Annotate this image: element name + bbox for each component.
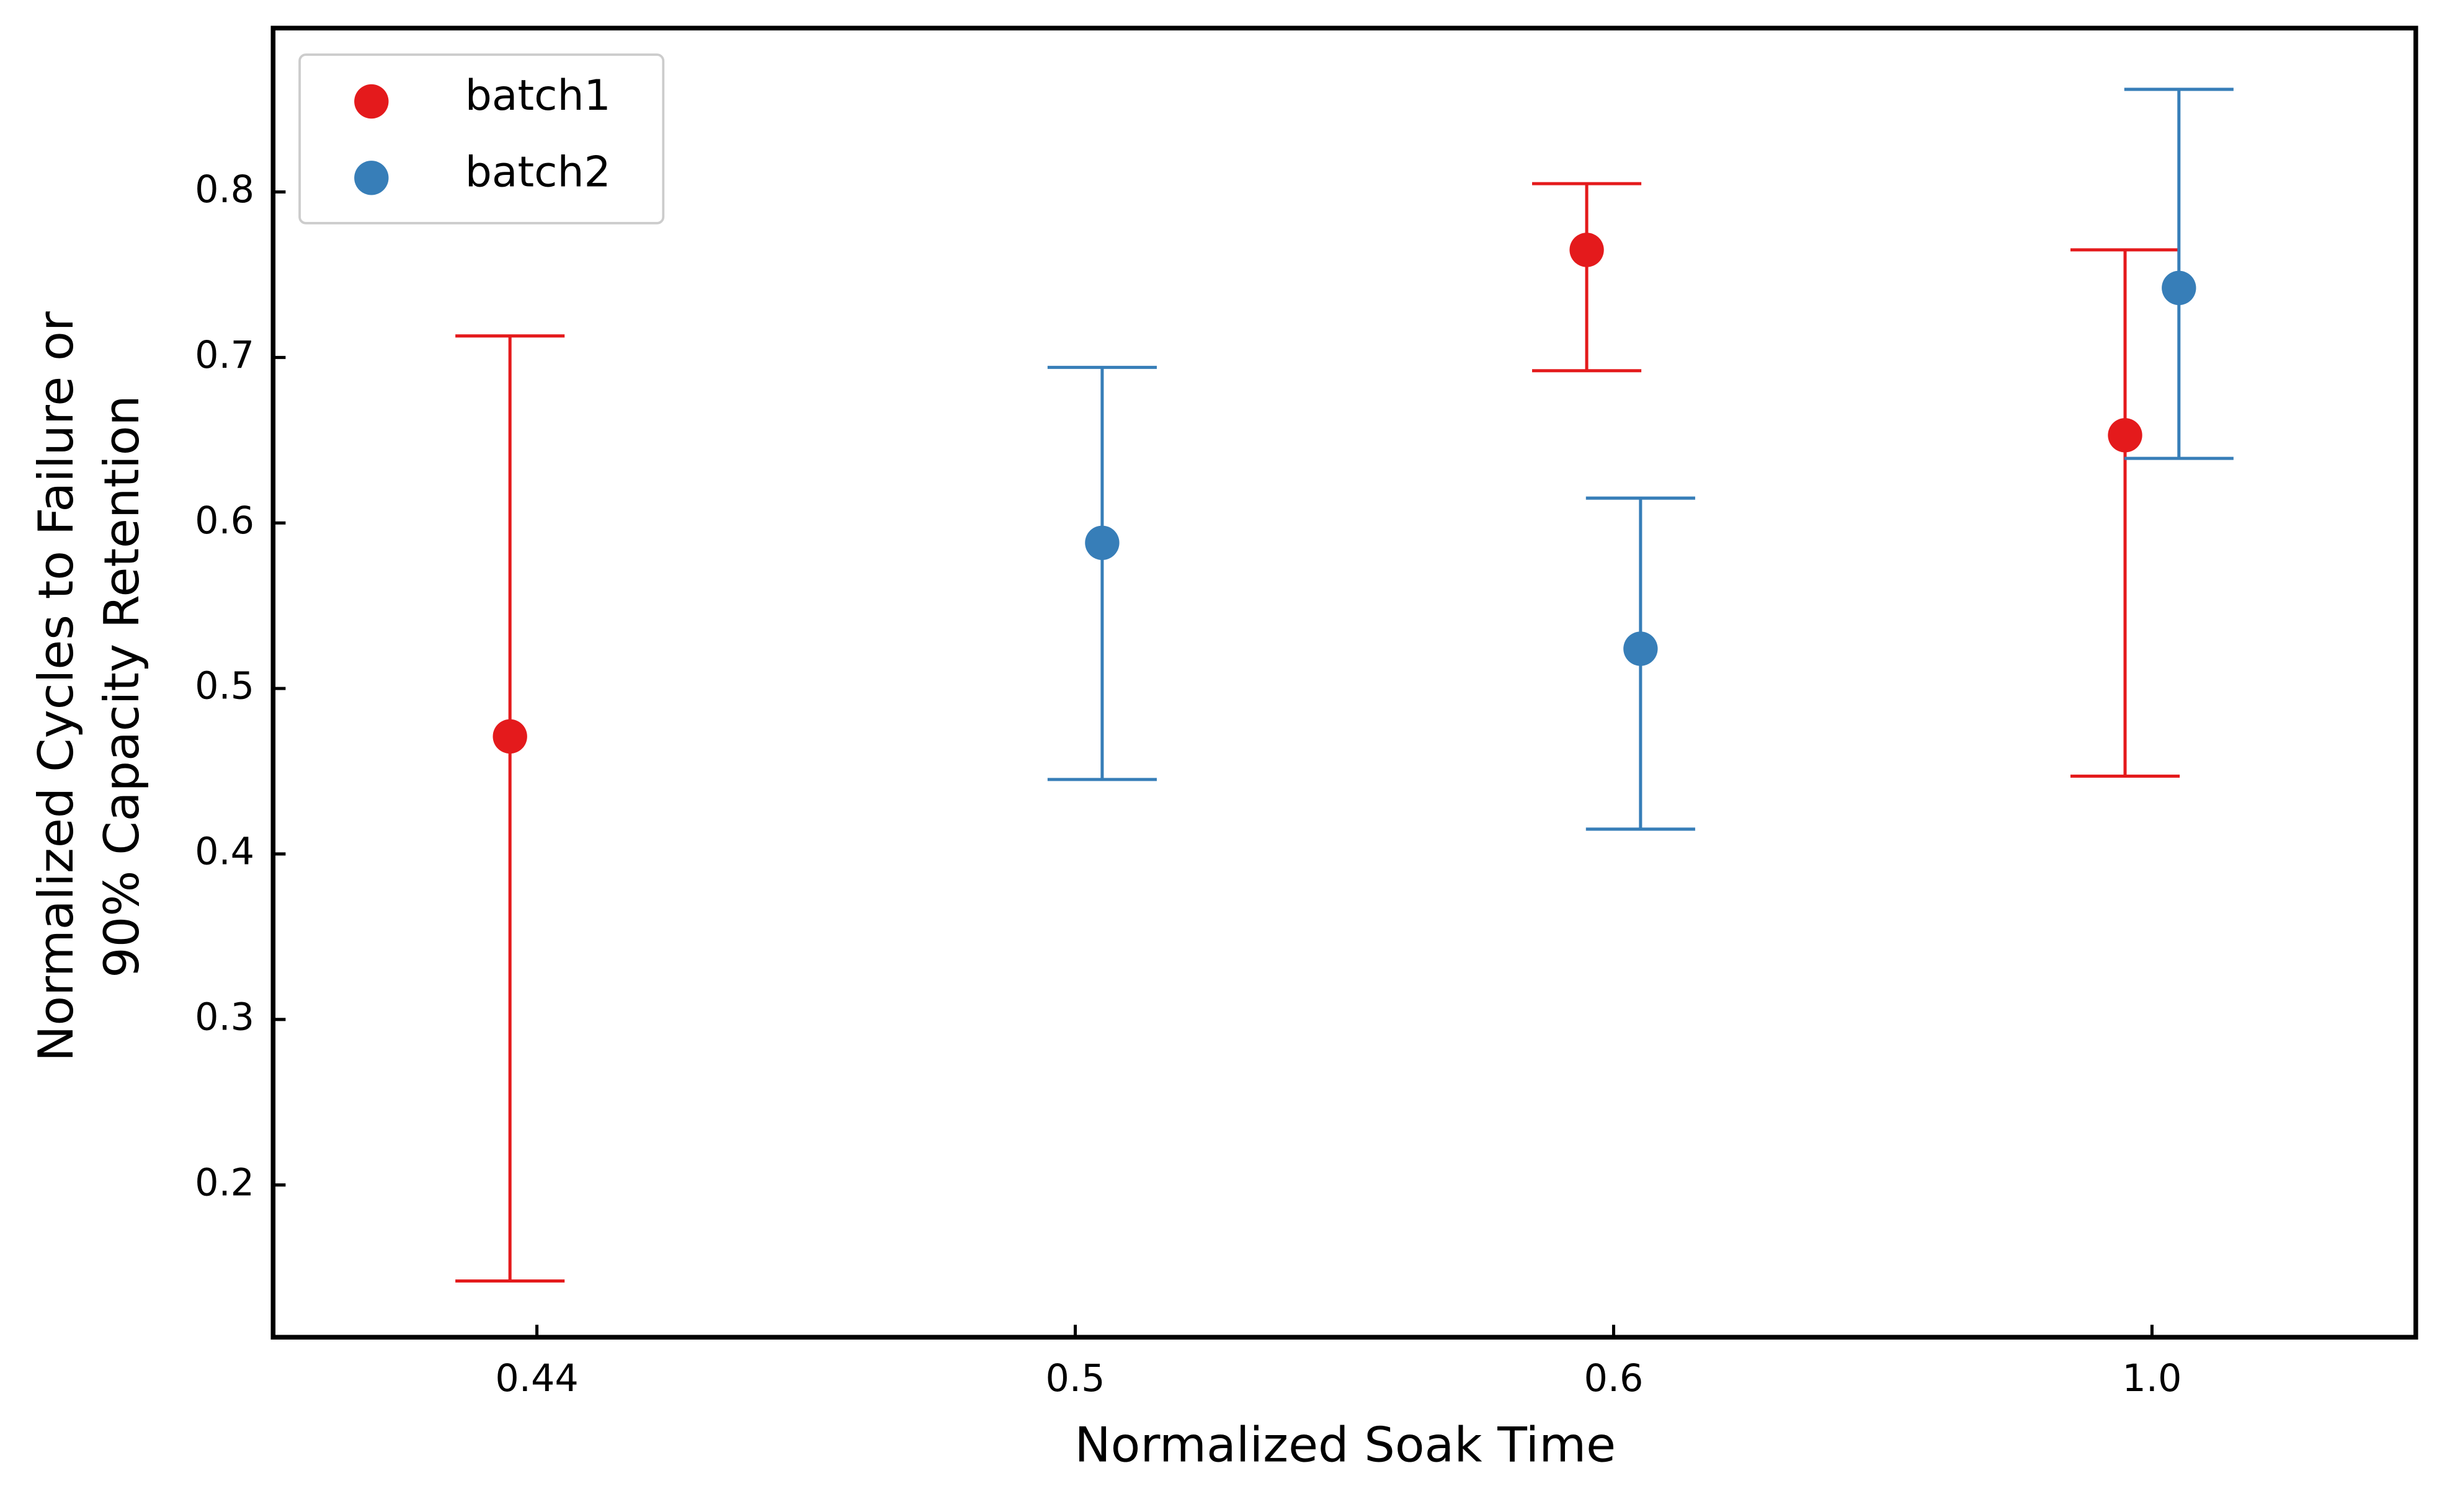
x-tick-label: 0.44 — [495, 1357, 578, 1400]
point — [1623, 631, 1658, 666]
x-axis-label: Normalized Soak Time — [1074, 1417, 1616, 1473]
point — [493, 719, 527, 754]
point — [1085, 525, 1120, 560]
legend-label: batch2 — [465, 148, 611, 197]
y-tick-label: 0.6 — [195, 499, 254, 543]
legend-marker — [354, 84, 389, 119]
legend-marker — [354, 161, 389, 195]
y-tick-label: 0.3 — [195, 995, 254, 1039]
y-axis-label: 90% Capacity Retention — [94, 395, 150, 978]
legend-box — [298, 53, 665, 225]
point — [2162, 270, 2196, 305]
x-tick-label: 0.6 — [1584, 1357, 1643, 1400]
x-tick-label: 0.5 — [1046, 1357, 1105, 1400]
x-tick-label: 1.0 — [2122, 1357, 2182, 1400]
legend-label: batch1 — [465, 71, 611, 120]
y-tick-label: 0.8 — [195, 168, 254, 211]
y-tick-label: 0.7 — [195, 334, 254, 377]
y-tick-label: 0.2 — [195, 1161, 254, 1204]
y-tick-label: 0.4 — [195, 830, 254, 874]
plot-frame — [270, 25, 2418, 1340]
point — [1569, 233, 1604, 267]
y-tick-label: 0.5 — [195, 665, 254, 708]
y-axis-label: Normalized Cycles to Failure or — [29, 311, 84, 1062]
point — [2108, 418, 2142, 453]
